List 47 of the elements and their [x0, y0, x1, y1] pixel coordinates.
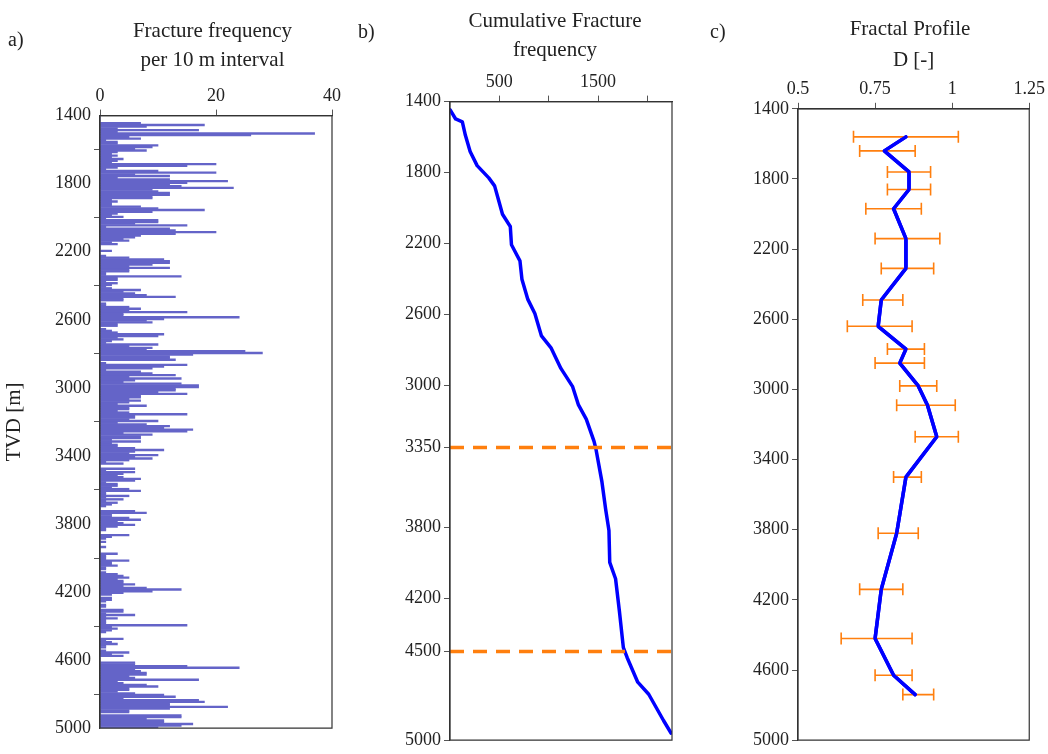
y-tick-label: 2200: [55, 240, 91, 261]
y-tick-label: 4200: [753, 588, 789, 609]
y-tick-label: 2600: [55, 308, 91, 329]
y-tick-label: 1800: [753, 167, 789, 188]
y-tick-label: 2600: [753, 308, 789, 328]
y-tick-label: 2600: [405, 303, 441, 324]
y-tick-label: 2200: [405, 232, 441, 253]
y-tick-label: 3000: [55, 376, 91, 397]
x-axis-title: D [-]: [892, 47, 935, 72]
y-tick-label: 1400: [55, 104, 91, 125]
y-tick-label: 3400: [55, 444, 91, 465]
y-tick-label: 1800: [55, 172, 91, 193]
chart-title: Fractal Profile: [848, 15, 972, 42]
y-tick-label: 4600: [753, 658, 789, 679]
text: a): [8, 28, 24, 51]
chart-title: Fracture frequency per 10 m interval: [131, 17, 294, 73]
text: c): [710, 20, 726, 43]
x-tick-label: 500: [485, 70, 513, 91]
y-tick-label: 3350: [405, 436, 441, 457]
y-tick-label: 4600: [55, 648, 91, 669]
x-tick-label: 1500: [580, 70, 616, 91]
y-tick-label: 1400: [753, 97, 789, 118]
y-axis-title: TVD [m]: [1, 382, 26, 462]
y-tick-label: 3000: [405, 374, 441, 395]
x-tick-label: 40: [323, 84, 341, 105]
y-tick-label: 5000: [55, 716, 91, 737]
y-tick-label: 4200: [55, 580, 91, 601]
x-tick-label: 0.5: [786, 77, 810, 98]
chart-title: Cumulative Fracture frequency: [467, 7, 643, 63]
y-tick-label: 3800: [753, 518, 789, 539]
y-tick-label: 3000: [753, 378, 789, 399]
y-tick-label: 1800: [405, 161, 441, 182]
y-tick-label: 4200: [405, 587, 441, 608]
x-tick-label: 0.75: [859, 77, 891, 98]
x-tick-label: 1: [947, 77, 957, 98]
y-tick-label: 1400: [405, 90, 441, 111]
y-tick-label: 3400: [753, 448, 789, 469]
x-tick-label: 1.25: [1013, 77, 1045, 98]
y-tick-label: 3800: [405, 516, 441, 537]
y-tick-label: 5000: [405, 728, 441, 749]
y-tick-label: 3800: [55, 512, 91, 533]
y-tick-label: 4500: [405, 640, 441, 661]
y-tick-label: 2200: [753, 237, 789, 258]
y-tick-label: 5000: [753, 728, 789, 749]
text: b): [358, 20, 375, 43]
x-tick-label: 0: [95, 84, 105, 105]
x-tick-label: 20: [207, 84, 225, 105]
